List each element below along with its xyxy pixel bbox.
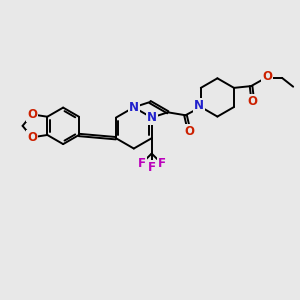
Text: O: O: [27, 131, 37, 144]
Text: F: F: [148, 161, 156, 174]
Text: O: O: [27, 108, 37, 121]
Text: N: N: [147, 111, 157, 124]
Text: O: O: [262, 70, 272, 83]
Text: F: F: [158, 157, 166, 170]
Text: N: N: [129, 101, 139, 114]
Text: F: F: [138, 157, 146, 170]
Text: N: N: [194, 99, 204, 112]
Text: O: O: [184, 125, 194, 138]
Text: O: O: [248, 95, 258, 108]
